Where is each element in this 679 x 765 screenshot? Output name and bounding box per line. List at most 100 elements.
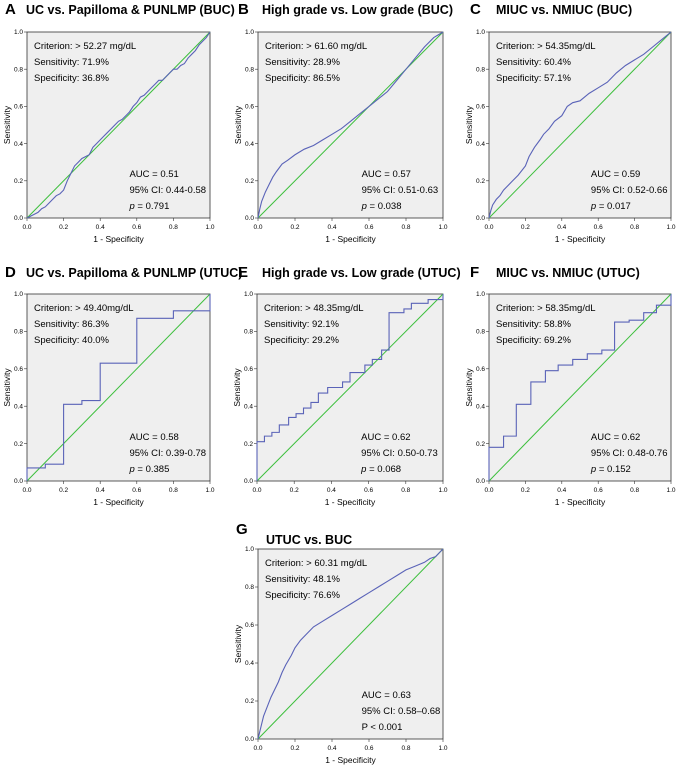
y-tick-label: 0.0 <box>244 478 253 485</box>
reference-diagonal <box>26 31 211 219</box>
ci-text: 95% CI: 0.51-0.63 <box>362 185 439 196</box>
sensitivity-text: Sensitivity: 58.8% <box>496 319 572 330</box>
p-label: p <box>360 464 366 475</box>
x-tick-label: 1.0 <box>438 745 447 752</box>
reference-diagonal <box>257 31 444 219</box>
y-tick-label: 0.8 <box>244 329 253 336</box>
p-label: p <box>361 201 367 212</box>
x-tick-label: 0.8 <box>169 224 178 231</box>
y-tick-label: 0.2 <box>476 441 485 448</box>
specificity-text: Specificity: 40.0% <box>34 335 110 346</box>
criterion-text: Criterion: > 49.40mg/dL <box>34 303 134 314</box>
p-label: P <box>362 722 368 733</box>
x-tick-label: 0.4 <box>557 487 566 494</box>
x-axis-label: 1 - Specificity <box>555 497 606 507</box>
y-tick-label: 0.0 <box>245 215 254 222</box>
auc-text: AUC = 0.63 <box>362 690 411 701</box>
y-tick-label: 0.2 <box>14 441 23 448</box>
p-value: = 0.068 <box>366 464 401 475</box>
panel-title: High grade vs. Low grade (UTUC) <box>262 266 461 280</box>
y-tick-label: 0.0 <box>476 478 485 485</box>
p-value: = 0.017 <box>596 201 631 212</box>
reference-diagonal <box>26 293 211 482</box>
y-tick-label: 0.2 <box>244 441 253 448</box>
y-tick-label: 0.6 <box>244 366 253 373</box>
panel-letter: C <box>470 1 481 18</box>
x-tick-label: 0.6 <box>132 487 141 494</box>
x-tick-label: 0.8 <box>401 224 410 231</box>
p-value: = 0.038 <box>367 201 402 212</box>
panel-title: UTUC vs. BUC <box>266 533 352 547</box>
y-axis-label: Sensitivity <box>233 105 243 144</box>
y-axis-label: Sensitivity <box>464 105 474 144</box>
y-tick-label: 0.8 <box>14 329 23 336</box>
sensitivity-text: Sensitivity: 92.1% <box>264 319 340 330</box>
x-tick-label: 0.6 <box>364 487 373 494</box>
y-tick-label: 0.6 <box>476 366 485 373</box>
ci-text: 95% CI: 0.52-0.66 <box>591 185 668 196</box>
y-axis-label: Sensitivity <box>233 624 243 663</box>
y-tick-label: 0.4 <box>476 403 485 410</box>
y-tick-label: 0.2 <box>476 178 485 185</box>
x-tick-label: 0.4 <box>96 224 105 231</box>
roc-curve <box>488 31 672 219</box>
ci-text: 95% CI: 0.44-0.58 <box>129 185 206 196</box>
x-tick-label: 0.4 <box>327 487 336 494</box>
x-tick-label: 0.0 <box>252 487 261 494</box>
y-tick-label: 1.0 <box>14 29 23 36</box>
y-tick-label: 0.6 <box>476 104 485 111</box>
y-tick-label: 0.6 <box>245 104 254 111</box>
y-tick-label: 0.6 <box>14 104 23 111</box>
p-value-text: p = 0.385 <box>128 464 169 475</box>
y-tick-label: 1.0 <box>244 291 253 298</box>
y-tick-label: 0.6 <box>245 622 254 629</box>
p-label: p <box>590 201 596 212</box>
y-tick-label: 0.2 <box>245 178 254 185</box>
panel-letter: D <box>5 264 16 281</box>
x-tick-label: 0.0 <box>22 224 31 231</box>
x-tick-label: 0.0 <box>484 224 493 231</box>
criterion-text: Criterion: > 60.31 mg/dL <box>265 558 367 569</box>
roc-curve <box>488 294 672 481</box>
x-tick-label: 0.2 <box>59 487 68 494</box>
roc-curve <box>257 31 444 219</box>
y-tick-label: 0.0 <box>14 478 23 485</box>
y-axis-label: Sensitivity <box>2 105 12 144</box>
panel-letter: G <box>236 521 248 538</box>
y-tick-label: 0.8 <box>245 66 254 73</box>
panel-title: MIUC vs. NMIUC (UTUC) <box>496 266 640 280</box>
reference-diagonal <box>488 31 672 219</box>
roc-panel-d: D UC vs. Papilloma & PUNLMP (UTUC) 0.0 0.2 0… <box>2 264 242 507</box>
y-tick-label: 1.0 <box>245 29 254 36</box>
y-tick-label: 1.0 <box>476 29 485 36</box>
criterion-text: Criterion: > 58.35mg/dL <box>496 303 596 314</box>
y-tick-label: 0.8 <box>14 66 23 73</box>
y-tick-label: 0.4 <box>244 403 253 410</box>
x-axis-label: 1 - Specificity <box>325 497 376 507</box>
x-tick-label: 0.6 <box>594 487 603 494</box>
y-tick-label: 0.2 <box>14 178 23 185</box>
x-axis-label: 1 - Specificity <box>93 497 144 507</box>
p-value-text: p = 0.152 <box>590 464 631 475</box>
y-axis-label: Sensitivity <box>232 368 242 407</box>
x-tick-label: 0.4 <box>327 224 336 231</box>
p-label: p <box>590 464 596 475</box>
x-tick-label: 0.2 <box>521 487 530 494</box>
x-tick-label: 1.0 <box>205 487 214 494</box>
x-tick-label: 0.6 <box>132 224 141 231</box>
panel-letter: B <box>238 1 249 18</box>
auc-text: AUC = 0.62 <box>591 432 640 443</box>
panel-letter: E <box>238 264 248 281</box>
p-value: < 0.001 <box>368 722 403 733</box>
y-axis-label: Sensitivity <box>464 368 474 407</box>
y-tick-label: 0.0 <box>245 736 254 743</box>
y-tick-label: 0.4 <box>14 403 23 410</box>
criterion-text: Criterion: > 61.60 mg/dL <box>265 41 367 52</box>
sensitivity-text: Sensitivity: 48.1% <box>265 574 341 585</box>
x-tick-label: 0.6 <box>364 224 373 231</box>
roc-curve <box>256 294 444 481</box>
y-tick-label: 0.0 <box>14 215 23 222</box>
ci-text: 95% CI: 0.50-0.73 <box>361 448 438 459</box>
panel-letter: F <box>470 264 479 281</box>
